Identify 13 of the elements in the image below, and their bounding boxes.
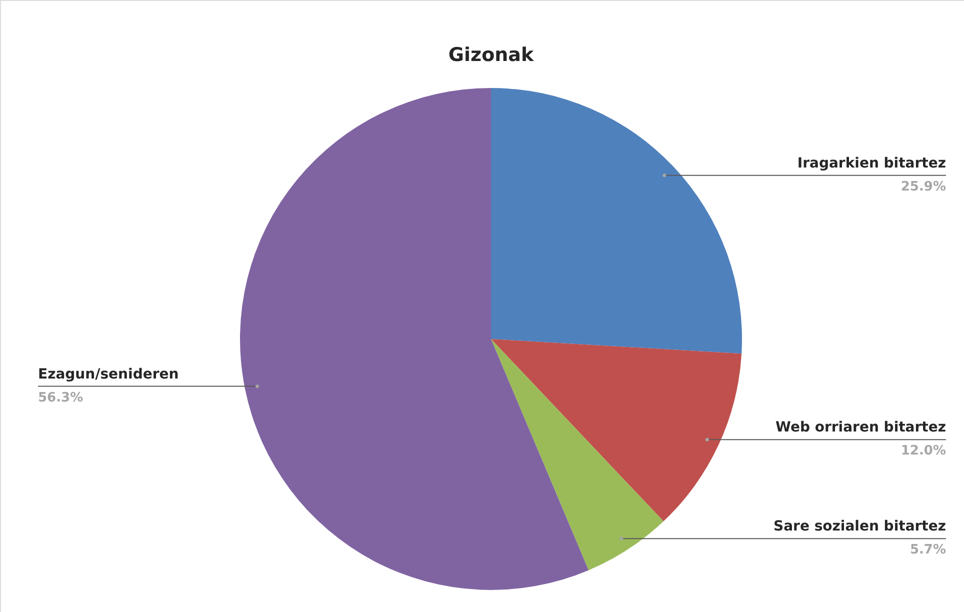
slice-label: Sare sozialen bitartez [774,518,946,535]
data-label: 5.7% [910,542,946,558]
data-label: 56.3% [38,390,84,406]
data-label: 12.0% [900,444,946,459]
slice-label: Iragarkien bitartez [797,155,946,172]
pie-slice [491,339,664,570]
chart-title: Gizonak [448,44,534,66]
data-label: 25.9% [900,179,946,194]
slice-label: Ezagun/senideren [38,366,179,382]
pie-slice [240,88,589,590]
slice-label: Web orriaren bitartez [776,420,946,436]
pie-slice [491,339,742,522]
pie-slice [491,88,742,354]
